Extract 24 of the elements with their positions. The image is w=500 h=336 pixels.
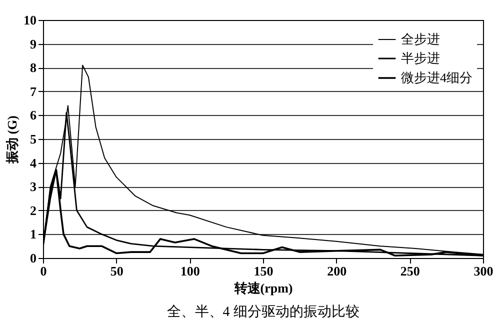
- x-tick-label: 0: [40, 264, 47, 278]
- x-tick-label: 250: [400, 264, 420, 278]
- y-tick-label: 4: [30, 155, 37, 170]
- y-tick-label: 7: [30, 84, 37, 99]
- y-tick-label: 8: [30, 60, 37, 76]
- x-tick-label: 300: [474, 264, 494, 278]
- y-tick-label: 1: [30, 226, 36, 242]
- y-axis-title: 振动 (G): [4, 115, 20, 165]
- y-tick-label: 0: [30, 250, 36, 266]
- y-tick-label: 5: [30, 132, 37, 146]
- legend-label: 微步进4细分: [401, 70, 472, 85]
- y-tick-label: 6: [30, 108, 37, 123]
- x-tick-label: 150: [254, 264, 274, 278]
- y-tick-label: 3: [30, 179, 37, 194]
- x-axis-title: 转速(rpm): [233, 280, 293, 296]
- legend-label: 全步进: [401, 32, 440, 46]
- x-tick-label: 50: [110, 264, 124, 278]
- x-tick-label: 100: [180, 264, 200, 278]
- legend-label: 半步进: [401, 50, 440, 66]
- y-tick-label: 2: [30, 202, 36, 218]
- y-tick-label: 9: [30, 36, 37, 52]
- y-tick-label: 10: [24, 12, 36, 28]
- x-tick-label: 200: [327, 264, 347, 278]
- text: 全、半、4 细分驱动的振动比较: [166, 304, 360, 320]
